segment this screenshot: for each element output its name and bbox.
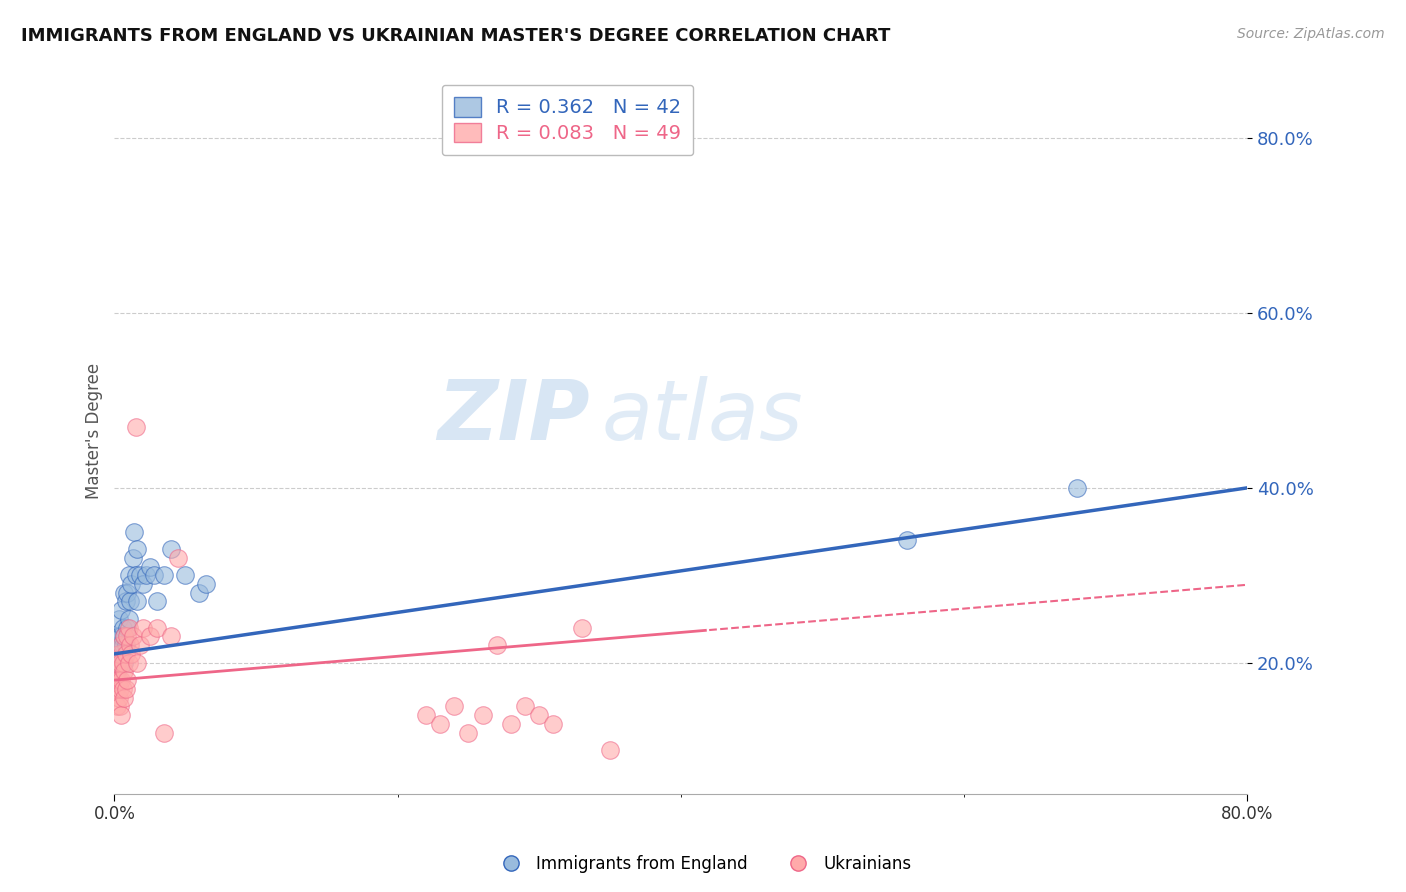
Point [135, 568, 157, 582]
Point [415, 708, 437, 723]
Point [107, 690, 129, 705]
Point [139, 559, 162, 574]
Point [112, 690, 135, 705]
Point [128, 638, 150, 652]
Point [128, 568, 150, 582]
Point [571, 621, 593, 635]
Point [120, 647, 142, 661]
Point [114, 681, 136, 696]
Point [120, 577, 142, 591]
Point [146, 594, 169, 608]
Point [429, 716, 451, 731]
Point [513, 699, 536, 714]
Point [117, 621, 139, 635]
Point [105, 638, 128, 652]
Point [114, 647, 136, 661]
Point [107, 612, 129, 626]
Point [125, 656, 148, 670]
Point [117, 568, 139, 582]
Point [125, 542, 148, 557]
Point [153, 725, 176, 739]
Point [111, 638, 134, 652]
Point [110, 708, 132, 723]
Point [105, 656, 128, 670]
Point [105, 665, 128, 679]
Point [1066, 481, 1088, 495]
Point [107, 629, 129, 643]
Point [121, 550, 143, 565]
Point [122, 524, 145, 539]
Text: Source: ZipAtlas.com: Source: ZipAtlas.com [1237, 27, 1385, 41]
Text: atlas: atlas [602, 376, 803, 457]
Point [111, 621, 134, 635]
Point [107, 647, 129, 661]
Point [112, 629, 135, 643]
Point [108, 656, 131, 670]
Point [117, 656, 139, 670]
Point [117, 612, 139, 626]
Point [118, 594, 141, 608]
Point [121, 629, 143, 643]
Point [110, 673, 132, 687]
Legend: R = 0.362   N = 42, R = 0.083   N = 49: R = 0.362 N = 42, R = 0.083 N = 49 [441, 85, 693, 155]
Point [114, 638, 136, 652]
Point [124, 419, 146, 434]
Point [124, 568, 146, 582]
Point [527, 708, 550, 723]
Point [115, 629, 138, 643]
Point [160, 542, 183, 557]
Point [115, 585, 138, 599]
Point [107, 673, 129, 687]
Point [167, 550, 190, 565]
Point [143, 568, 166, 582]
Point [110, 603, 132, 617]
Point [108, 656, 131, 670]
Point [543, 716, 565, 731]
Point [115, 621, 138, 635]
Point [599, 743, 621, 757]
Point [112, 656, 135, 670]
Point [111, 681, 134, 696]
Point [457, 725, 479, 739]
Point [139, 629, 162, 643]
Point [108, 638, 131, 652]
Point [174, 568, 197, 582]
Point [153, 568, 176, 582]
Point [108, 681, 131, 696]
Point [104, 665, 127, 679]
Legend: Immigrants from England, Ukrainians: Immigrants from England, Ukrainians [488, 848, 918, 880]
Point [471, 708, 494, 723]
Point [107, 647, 129, 661]
Point [111, 656, 134, 670]
Point [112, 629, 135, 643]
Point [110, 629, 132, 643]
Point [132, 577, 155, 591]
Point [115, 673, 138, 687]
Point [132, 621, 155, 635]
Point [104, 681, 127, 696]
Point [114, 594, 136, 608]
Point [160, 629, 183, 643]
Point [105, 673, 128, 687]
Point [443, 699, 465, 714]
Point [110, 638, 132, 652]
Point [110, 647, 132, 661]
Point [105, 699, 128, 714]
Point [195, 577, 218, 591]
Point [188, 585, 211, 599]
Point [125, 594, 148, 608]
Point [108, 699, 131, 714]
Point [146, 621, 169, 635]
Point [112, 585, 135, 599]
Y-axis label: Master's Degree: Master's Degree [86, 363, 103, 500]
Point [485, 638, 508, 652]
Point [896, 533, 918, 548]
Text: IMMIGRANTS FROM ENGLAND VS UKRAINIAN MASTER'S DEGREE CORRELATION CHART: IMMIGRANTS FROM ENGLAND VS UKRAINIAN MAS… [21, 27, 890, 45]
Text: ZIP: ZIP [437, 376, 591, 457]
Point [118, 638, 141, 652]
Point [112, 665, 135, 679]
Point [499, 716, 522, 731]
Point [104, 656, 127, 670]
